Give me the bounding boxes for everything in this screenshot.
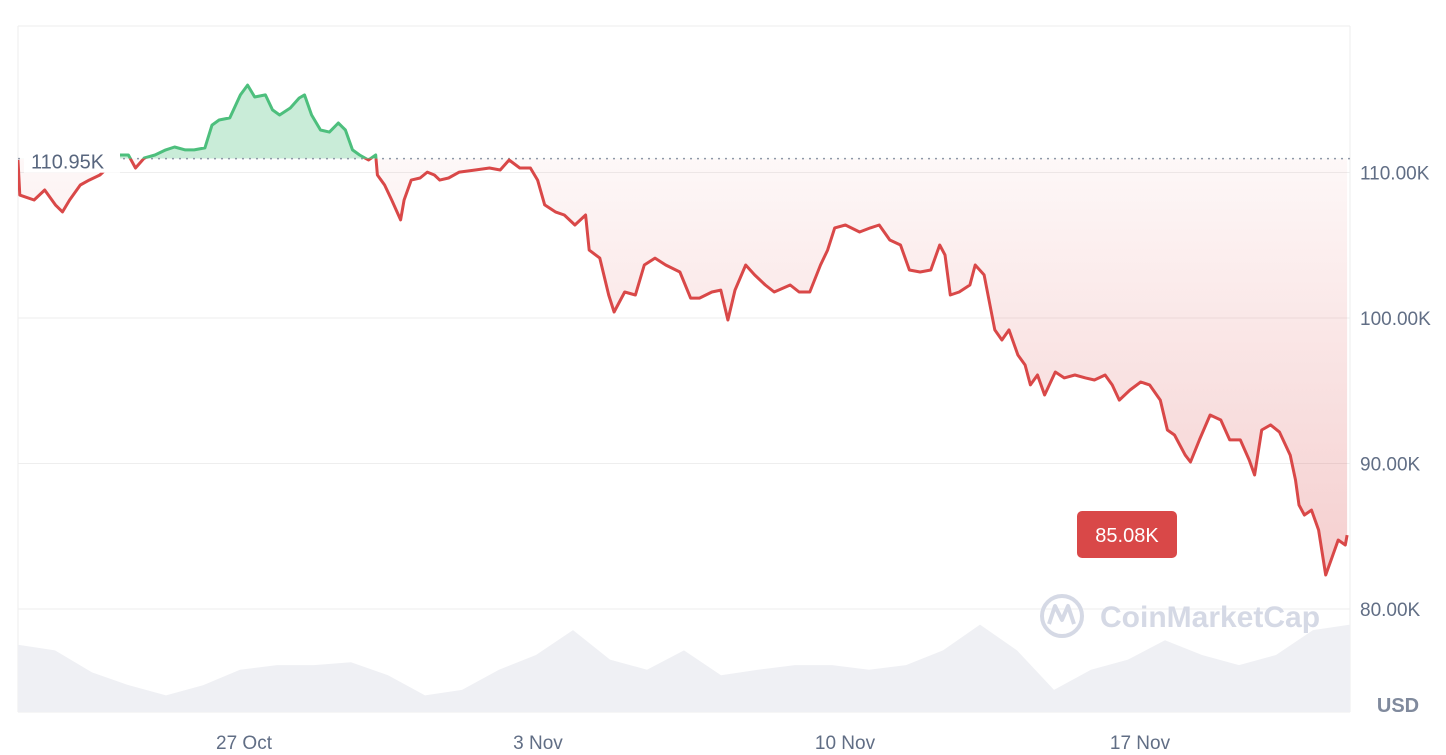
baseline-value-label: 110.95K <box>31 152 105 174</box>
y-axis: 80.00K 90.00K 100.00K 110.00K <box>1360 164 1431 622</box>
x-tick-label: 27 Oct <box>216 733 273 754</box>
baseline-label: 110.95K <box>24 146 120 174</box>
y-axis-unit-label: USD <box>1377 695 1419 717</box>
watermark-text: CoinMarketCap <box>1100 601 1320 634</box>
x-tick-label: 10 Nov <box>815 733 876 754</box>
area-fill-above-baseline <box>116 85 377 159</box>
y-tick-label: 80.00K <box>1360 600 1421 621</box>
area-fill-below-baseline <box>18 158 1348 575</box>
current-price-badge: 85.08K <box>1077 511 1177 558</box>
coinmarketcap-logo-icon <box>1040 594 1084 638</box>
coinmarketcap-logo-mark <box>1047 604 1076 625</box>
current-price-badge-bg <box>1077 511 1177 558</box>
x-tick-label: 17 Nov <box>1110 733 1171 754</box>
x-tick-label: 3 Nov <box>513 733 563 754</box>
volume-area <box>18 624 1350 712</box>
current-price-label: 85.08K <box>1095 525 1159 547</box>
price-line-above-baseline[interactable] <box>18 83 1347 575</box>
price-line-below-baseline[interactable] <box>18 85 1349 577</box>
y-tick-label: 110.00K <box>1360 164 1430 185</box>
y-tick-label: 100.00K <box>1360 309 1431 330</box>
y-tick-label: 90.00K <box>1360 455 1421 476</box>
x-axis: 27 Oct 3 Nov 10 Nov 17 Nov <box>216 733 1171 754</box>
watermark-logo: CoinMarketCap <box>1040 594 1320 638</box>
baseline-label-bg <box>24 146 120 173</box>
